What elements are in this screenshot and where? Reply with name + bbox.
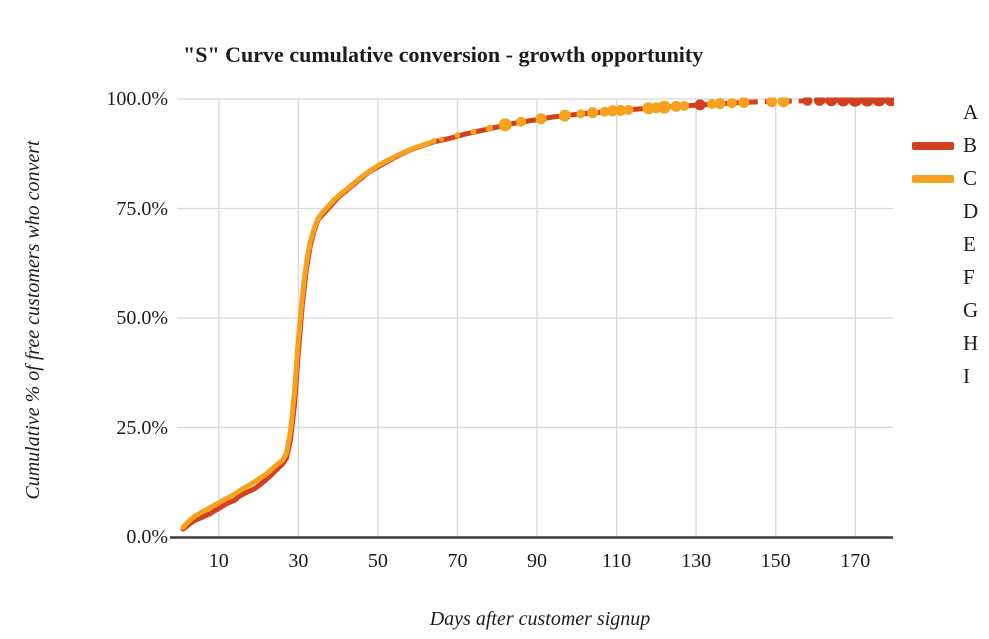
series-C-marker xyxy=(707,99,717,109)
series-B-marker xyxy=(860,97,875,107)
legend-item-H: H xyxy=(912,327,978,360)
series-C-marker xyxy=(738,97,750,108)
series-C-marker xyxy=(679,101,690,111)
series-C-marker xyxy=(439,136,444,142)
series-C-marker xyxy=(516,116,527,127)
series-C-marker xyxy=(558,109,571,122)
legend-item-B: B xyxy=(912,129,978,162)
legend-item-A: A xyxy=(912,96,978,129)
series-C-marker xyxy=(576,109,586,119)
legend-swatch xyxy=(912,141,954,150)
legend-label: D xyxy=(963,199,979,223)
legend-label: C xyxy=(963,166,978,190)
series-B-marker xyxy=(694,99,706,111)
series-C-marker xyxy=(454,132,461,139)
legend-item-F: F xyxy=(912,261,978,294)
series-B-line xyxy=(180,99,751,532)
legend-label: H xyxy=(963,331,979,355)
legend-label: I xyxy=(963,364,970,388)
series-B-marker xyxy=(825,97,838,107)
series-C-marker xyxy=(599,106,610,117)
series-C-line xyxy=(180,140,433,530)
series-C-marker xyxy=(642,102,655,115)
series-B-marker xyxy=(802,97,813,106)
chart-title: "S" Curve cumulative conversion - growth… xyxy=(183,42,704,67)
legend-item-D: D xyxy=(912,195,978,228)
legend-label: F xyxy=(963,265,975,289)
series-C-marker xyxy=(777,97,790,108)
legend-label: B xyxy=(963,133,978,157)
series-C-marker xyxy=(615,104,626,116)
legend-item-C: C xyxy=(912,162,978,195)
x-axis-title: Days after customer signup xyxy=(429,608,651,630)
series-B-marker xyxy=(872,97,887,107)
legend-label: G xyxy=(963,298,979,322)
series-C-marker xyxy=(498,118,512,132)
series-C-marker xyxy=(766,97,778,108)
series-C-marker xyxy=(587,107,599,119)
series-C-marker xyxy=(714,98,726,110)
series-B-marker xyxy=(848,97,863,107)
legend-item-E: E xyxy=(912,228,978,261)
legend-item-G: G xyxy=(912,294,978,327)
series-C-marker xyxy=(623,104,634,115)
series-C-marker xyxy=(726,98,737,109)
series-B-marker xyxy=(813,97,825,106)
series-C-marker xyxy=(485,124,493,132)
series-C-marker xyxy=(607,105,619,117)
series-C-marker xyxy=(670,100,682,112)
legend-label: A xyxy=(963,100,979,124)
series-C-marker xyxy=(657,100,671,114)
legend-item-I: I xyxy=(912,360,978,393)
series-C-marker xyxy=(470,128,477,135)
legend-label: E xyxy=(963,232,976,256)
series-C-marker xyxy=(430,138,437,144)
series-B-marker xyxy=(884,97,894,107)
series-C-marker xyxy=(535,113,547,125)
series-B-marker xyxy=(836,97,850,107)
legend-swatch xyxy=(912,174,954,183)
